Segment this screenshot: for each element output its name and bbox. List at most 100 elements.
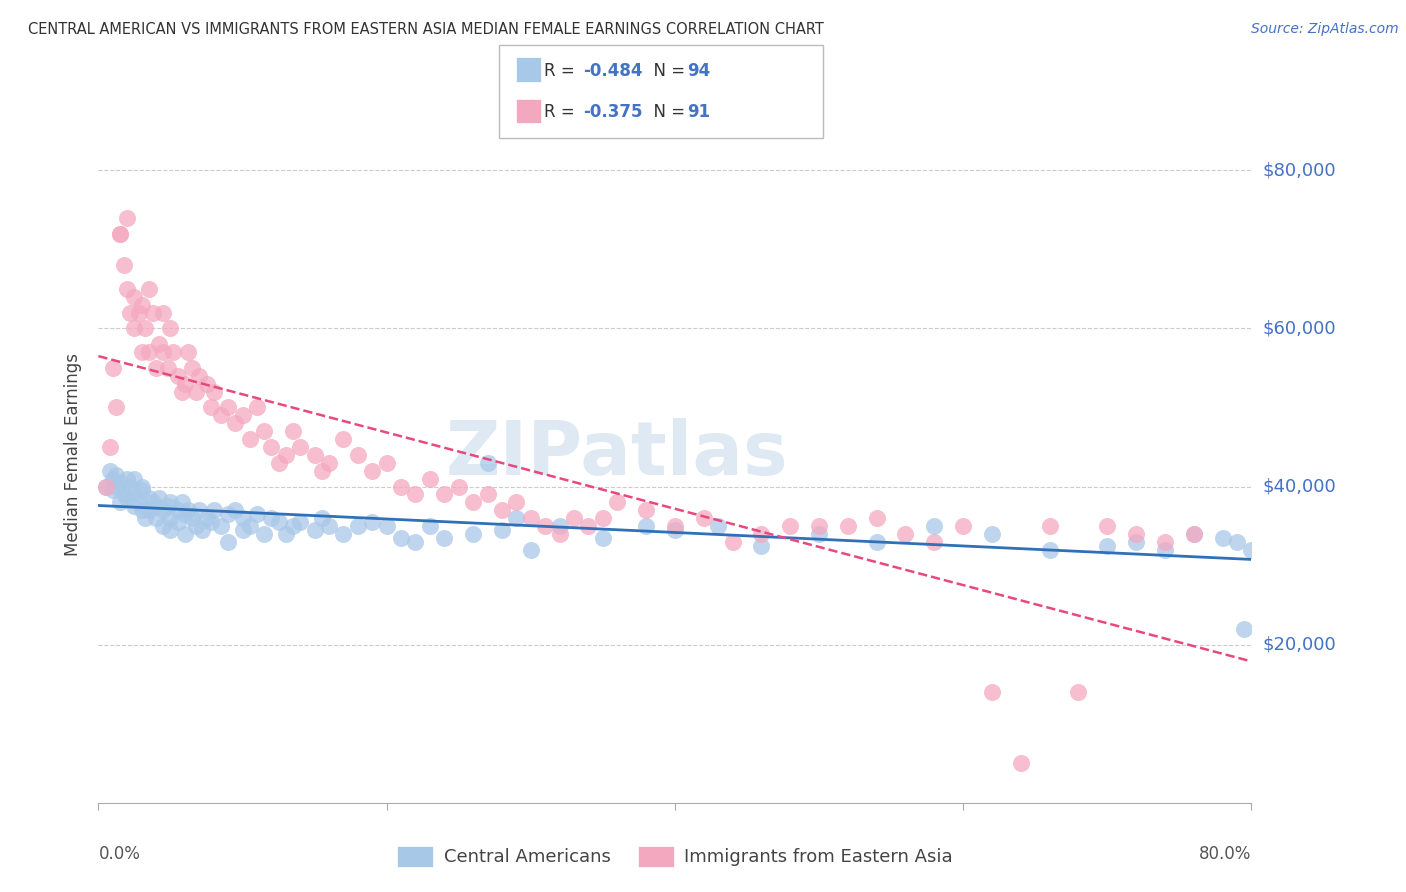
Point — [166, 368, 188, 383]
Point — [131, 345, 153, 359]
Point — [491, 503, 513, 517]
Point — [1125, 527, 1147, 541]
Point — [318, 519, 340, 533]
Point — [159, 511, 181, 525]
Point — [304, 523, 326, 537]
Point — [606, 495, 628, 509]
Point — [124, 290, 146, 304]
Point — [477, 456, 499, 470]
Point — [253, 527, 276, 541]
Point — [636, 519, 658, 533]
Point — [117, 282, 138, 296]
Point — [922, 535, 945, 549]
Point — [174, 376, 197, 391]
Point — [311, 464, 333, 478]
Point — [274, 527, 297, 541]
Point — [224, 503, 246, 517]
Point — [332, 432, 354, 446]
Text: -0.484: -0.484 — [583, 62, 643, 79]
Text: $60,000: $60,000 — [1263, 319, 1336, 337]
Point — [104, 401, 127, 415]
Point — [664, 523, 686, 537]
Point — [311, 511, 333, 525]
Point — [142, 495, 165, 509]
Point — [1125, 535, 1147, 549]
Point — [1226, 535, 1249, 549]
Point — [267, 515, 290, 529]
Point — [375, 519, 398, 533]
Point — [101, 483, 124, 498]
Point — [332, 527, 354, 541]
Point — [131, 298, 153, 312]
Point — [202, 384, 225, 399]
Point — [505, 495, 527, 509]
Point — [375, 456, 398, 470]
Point — [260, 511, 283, 525]
Text: R =: R = — [544, 103, 581, 121]
Point — [894, 527, 917, 541]
Point — [209, 519, 232, 533]
Point — [152, 305, 174, 319]
Point — [520, 542, 543, 557]
Point — [145, 500, 167, 514]
Point — [152, 345, 174, 359]
Point — [166, 503, 188, 517]
Point — [166, 515, 188, 529]
Point — [707, 519, 730, 533]
Point — [134, 321, 156, 335]
Point — [200, 515, 222, 529]
Point — [1097, 539, 1119, 553]
Y-axis label: Median Female Earnings: Median Female Earnings — [65, 353, 83, 557]
Point — [217, 507, 239, 521]
Point — [807, 519, 830, 533]
Point — [318, 456, 340, 470]
Point — [461, 527, 484, 541]
Point — [866, 535, 889, 549]
Point — [779, 519, 801, 533]
Point — [231, 409, 254, 423]
Point — [134, 511, 156, 525]
Point — [952, 519, 974, 533]
Point — [159, 495, 181, 509]
Point — [1153, 535, 1175, 549]
Point — [389, 479, 412, 493]
Point — [1153, 542, 1175, 557]
Point — [433, 487, 456, 501]
Point — [751, 527, 773, 541]
Point — [419, 472, 441, 486]
Point — [152, 519, 174, 533]
Point — [131, 503, 153, 517]
Point — [274, 448, 297, 462]
Point — [281, 424, 304, 438]
Text: $80,000: $80,000 — [1263, 161, 1336, 179]
Point — [131, 483, 153, 498]
Point — [281, 519, 304, 533]
Point — [120, 305, 142, 319]
Point — [170, 384, 193, 399]
Text: 91: 91 — [688, 103, 710, 121]
Point — [562, 511, 585, 525]
Text: R =: R = — [544, 62, 581, 79]
Point — [101, 472, 124, 486]
Text: 94: 94 — [688, 62, 711, 79]
Point — [491, 523, 513, 537]
Point — [260, 440, 283, 454]
Point — [578, 519, 600, 533]
Point — [922, 519, 945, 533]
Point — [128, 305, 150, 319]
Text: CENTRAL AMERICAN VS IMMIGRANTS FROM EASTERN ASIA MEDIAN FEMALE EARNINGS CORRELAT: CENTRAL AMERICAN VS IMMIGRANTS FROM EAST… — [28, 22, 824, 37]
Point — [94, 479, 117, 493]
Point — [174, 507, 197, 521]
Point — [346, 519, 368, 533]
Point — [117, 491, 138, 506]
Text: N =: N = — [643, 62, 690, 79]
Point — [148, 337, 170, 351]
Point — [188, 503, 211, 517]
Point — [162, 345, 184, 359]
Point — [174, 527, 197, 541]
Point — [177, 503, 200, 517]
Point — [108, 495, 131, 509]
Point — [534, 519, 557, 533]
Point — [156, 361, 179, 376]
Point — [124, 321, 146, 335]
